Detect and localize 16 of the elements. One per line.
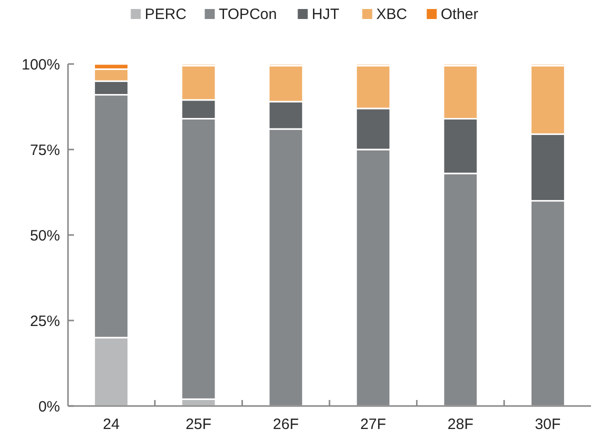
- legend-label: XBC: [376, 6, 408, 23]
- x-tick-label: 25F: [186, 416, 212, 433]
- y-tick-label: 0%: [38, 398, 60, 416]
- x-tick-label: 27F: [360, 416, 386, 433]
- x-tick-label: 30F: [534, 416, 561, 433]
- legend-label: Other: [440, 6, 478, 23]
- y-tick-label: 50%: [30, 227, 60, 244]
- legend-label: PERC: [144, 6, 187, 23]
- legend-label: HJT: [312, 6, 340, 23]
- y-tick-label: 100%: [22, 56, 60, 74]
- x-tick-label: 24: [102, 416, 120, 433]
- x-tick-label: 28F: [448, 416, 474, 433]
- x-tick-label: 26F: [272, 416, 299, 433]
- y-tick-label: 25%: [30, 312, 60, 330]
- y-tick-label: 75%: [30, 142, 60, 159]
- legend-label: TOPCon: [218, 6, 277, 23]
